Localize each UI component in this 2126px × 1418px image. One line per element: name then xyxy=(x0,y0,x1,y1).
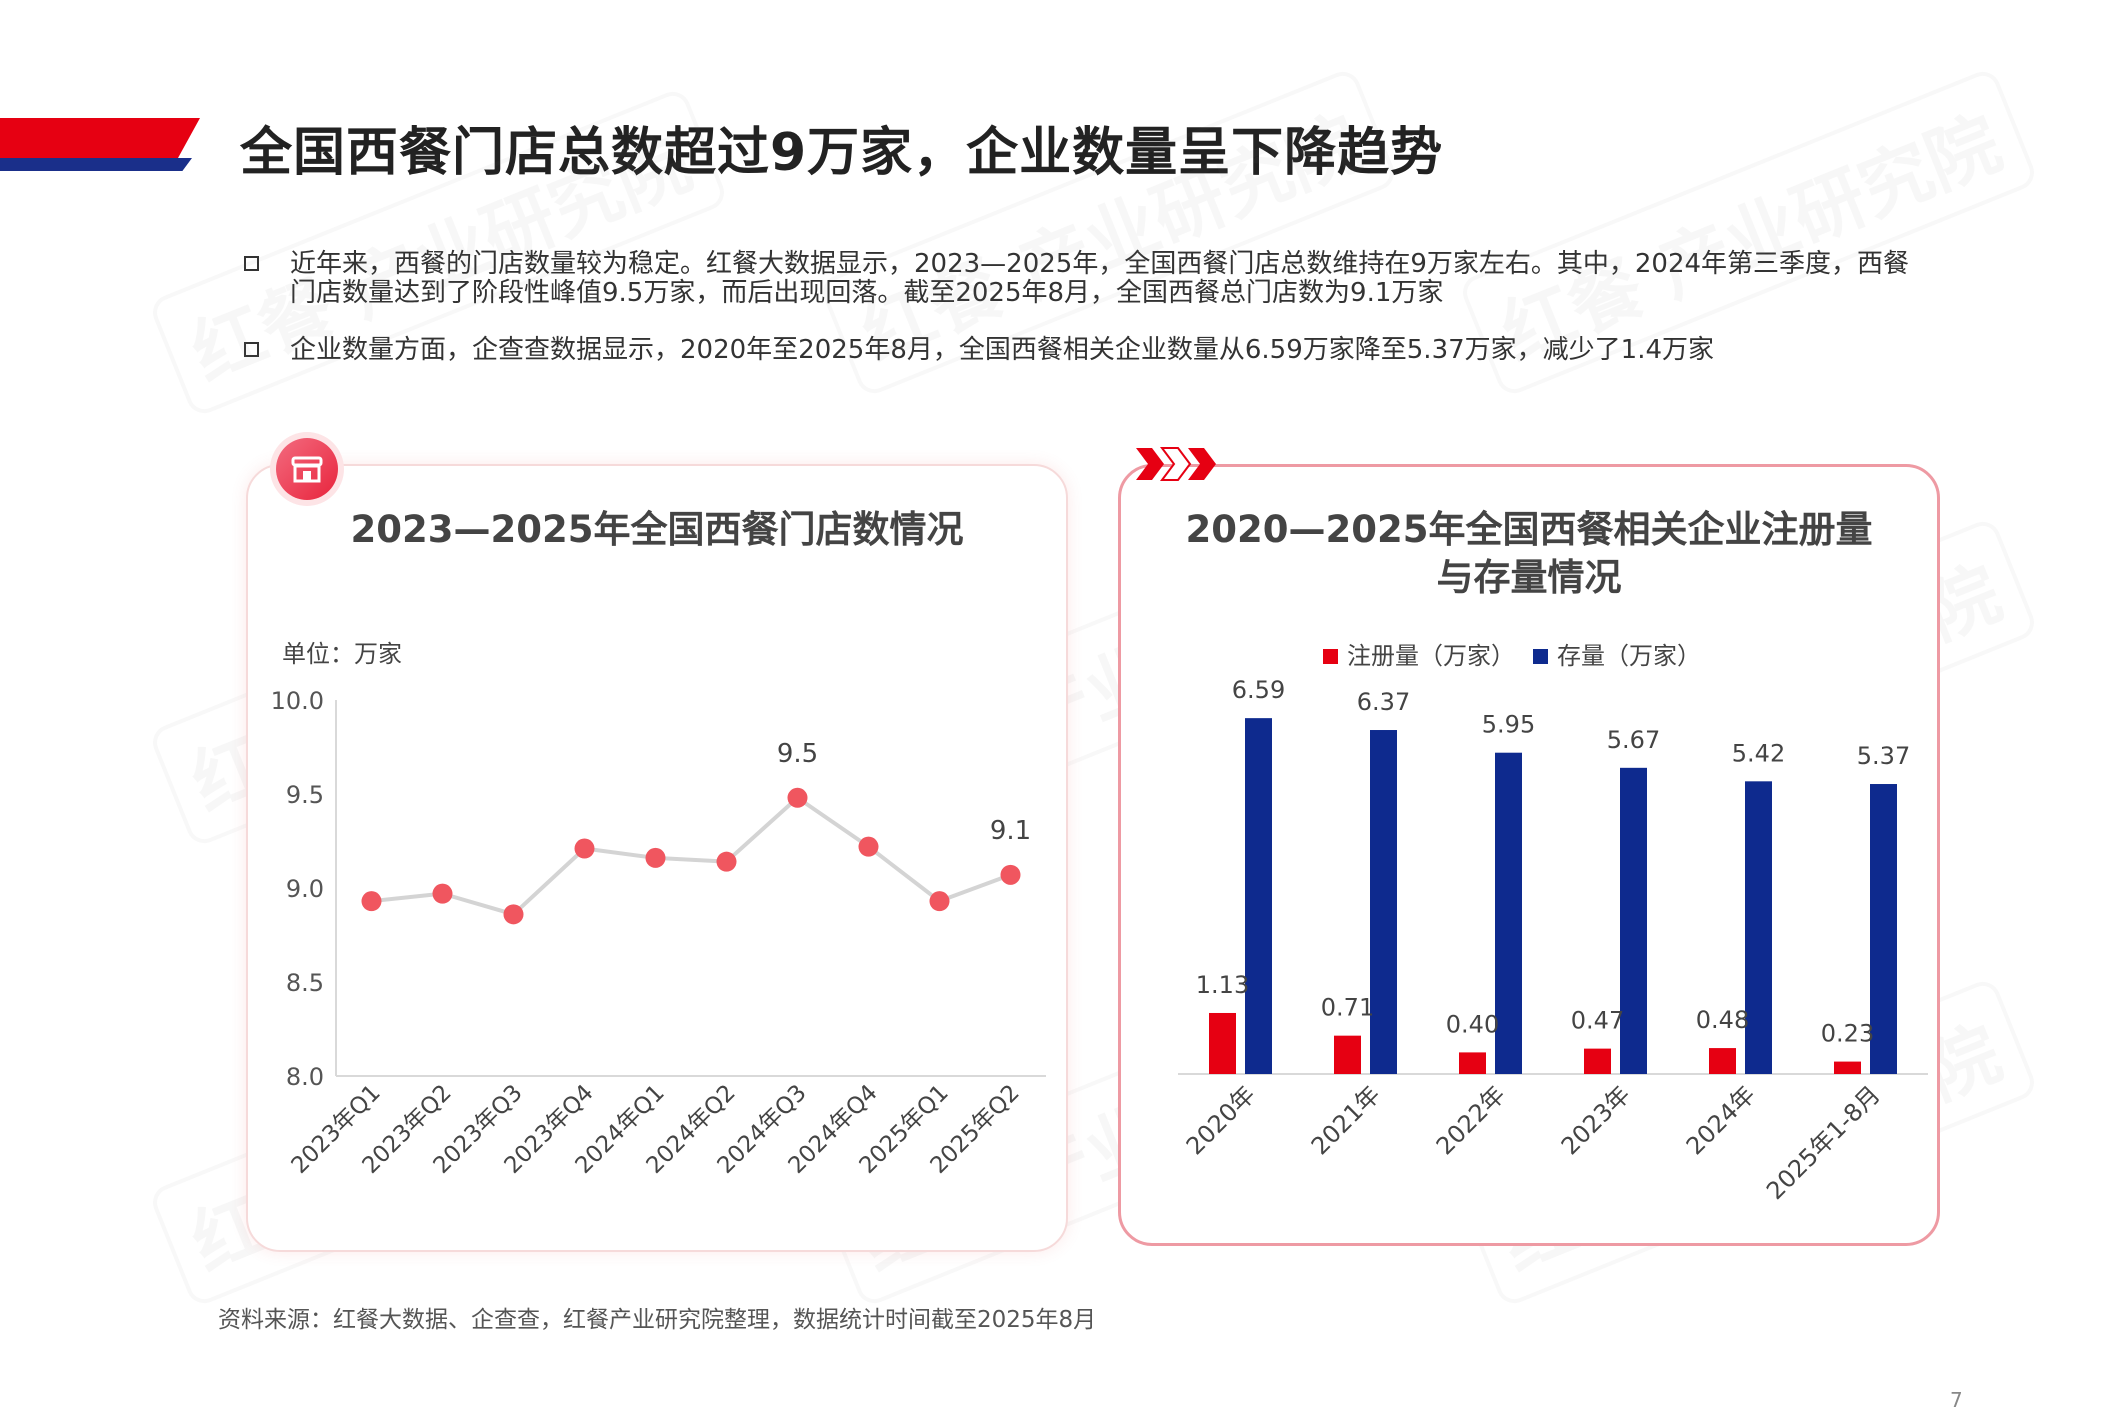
chevron-decoration-icon xyxy=(1136,447,1216,481)
data-label: 9.1 xyxy=(990,816,1031,846)
square-bullet-icon xyxy=(244,256,259,271)
legend-label: 存量（万家） xyxy=(1557,642,1701,670)
legend-swatch xyxy=(1323,649,1338,664)
stock-bar xyxy=(1495,752,1522,1074)
chart-title: 2023—2025年全国西餐门店数情况 xyxy=(351,508,964,551)
legend-label: 注册量（万家） xyxy=(1347,642,1515,670)
data-point xyxy=(929,891,950,912)
stock-bar xyxy=(1745,781,1772,1074)
data-point xyxy=(716,851,737,872)
data-label: 0.71 xyxy=(1321,994,1374,1022)
chart-title: 2020—2025年全国西餐相关企业注册量 xyxy=(1186,508,1873,551)
x-tick-label: 2021年 xyxy=(1306,1080,1386,1160)
stock-bar xyxy=(1620,767,1647,1074)
data-label: 6.37 xyxy=(1357,688,1410,716)
data-point xyxy=(574,838,595,859)
y-tick-label: 9.5 xyxy=(286,781,324,809)
store-count-line xyxy=(371,795,1012,917)
header-accent-blue xyxy=(0,158,192,171)
registration-bar xyxy=(1584,1048,1611,1074)
y-tick-label: 8.0 xyxy=(286,1063,324,1091)
x-tick-label: 2025年1-8月 xyxy=(1761,1080,1886,1205)
data-label: 6.59 xyxy=(1232,676,1285,704)
bullet-text: 企业数量方面，企查查数据显示，2020年至2025年8月，全国西餐相关企业数量从… xyxy=(290,335,1715,365)
bullet-item: 企业数量方面，企查查数据显示，2020年至2025年8月，全国西餐相关企业数量从… xyxy=(240,336,1930,365)
data-point xyxy=(503,904,524,925)
bullet-text: 近年来，西餐的门店数量较为稳定。红餐大数据显示，2023—2025年，全国西餐门… xyxy=(290,249,1910,308)
page-title: 全国西餐门店总数超过9万家，企业数量呈下降趋势 xyxy=(240,123,1444,183)
storefront-icon xyxy=(276,438,338,500)
chart-title-line2: 与存量情况 xyxy=(1437,556,1622,599)
source-note: 资料来源：红餐大数据、企查查，红餐产业研究院整理，数据统计时间截至2025年8月 xyxy=(218,1307,1097,1333)
data-label: 1.13 xyxy=(1196,971,1249,999)
x-tick-label: 2023年 xyxy=(1556,1080,1636,1160)
data-point xyxy=(787,787,808,808)
legend-swatch xyxy=(1533,649,1548,664)
store-count-line-chart: 2023—2025年全国西餐门店数情况 单位：万家 10.0 9.5 9.0 8.5 8… xyxy=(271,508,1046,1179)
data-point xyxy=(361,891,382,912)
page-number: 7 xyxy=(1950,1388,1963,1412)
x-tick-label: 2022年 xyxy=(1431,1080,1511,1160)
data-label: 5.42 xyxy=(1732,739,1785,767)
square-bullet-icon xyxy=(244,342,259,357)
y-tick-label: 10.0 xyxy=(271,687,324,715)
x-tick-label: 2024年 xyxy=(1681,1080,1761,1160)
registration-bar xyxy=(1459,1052,1486,1074)
enterprise-bar-chart: 2020—2025年全国西餐相关企业注册量 与存量情况 注册量（万家） 存量（万家… xyxy=(1178,508,1928,1205)
registration-bar xyxy=(1834,1061,1861,1074)
data-label: 0.40 xyxy=(1446,1010,1499,1038)
registration-bar xyxy=(1709,1048,1736,1074)
y-tick-label: 8.5 xyxy=(286,969,324,997)
data-point xyxy=(432,883,453,904)
stock-bar xyxy=(1370,730,1397,1074)
data-point xyxy=(1000,864,1021,885)
registration-bar xyxy=(1209,1012,1236,1074)
bullet-item: 近年来，西餐的门店数量较为稳定。红餐大数据显示，2023—2025年，全国西餐门… xyxy=(240,250,1930,308)
data-label: 0.47 xyxy=(1571,1007,1624,1035)
unit-label: 单位：万家 xyxy=(282,640,402,668)
data-label: 5.67 xyxy=(1607,726,1660,754)
data-label: 9.5 xyxy=(777,739,818,769)
x-tick-label: 2020年 xyxy=(1181,1080,1261,1160)
stock-bar xyxy=(1870,784,1897,1074)
data-point xyxy=(858,836,879,857)
data-label: 0.23 xyxy=(1821,1020,1874,1048)
registration-bar xyxy=(1334,1035,1361,1074)
header-accent-red xyxy=(0,118,200,158)
data-label: 5.37 xyxy=(1857,742,1910,770)
data-point xyxy=(645,847,666,868)
data-label: 0.48 xyxy=(1696,1006,1749,1034)
y-tick-label: 9.0 xyxy=(286,875,324,903)
stock-bar xyxy=(1245,718,1272,1074)
bullet-list: 近年来，西餐的门店数量较为稳定。红餐大数据显示，2023—2025年，全国西餐门… xyxy=(240,250,1930,393)
data-label: 5.95 xyxy=(1482,711,1535,739)
